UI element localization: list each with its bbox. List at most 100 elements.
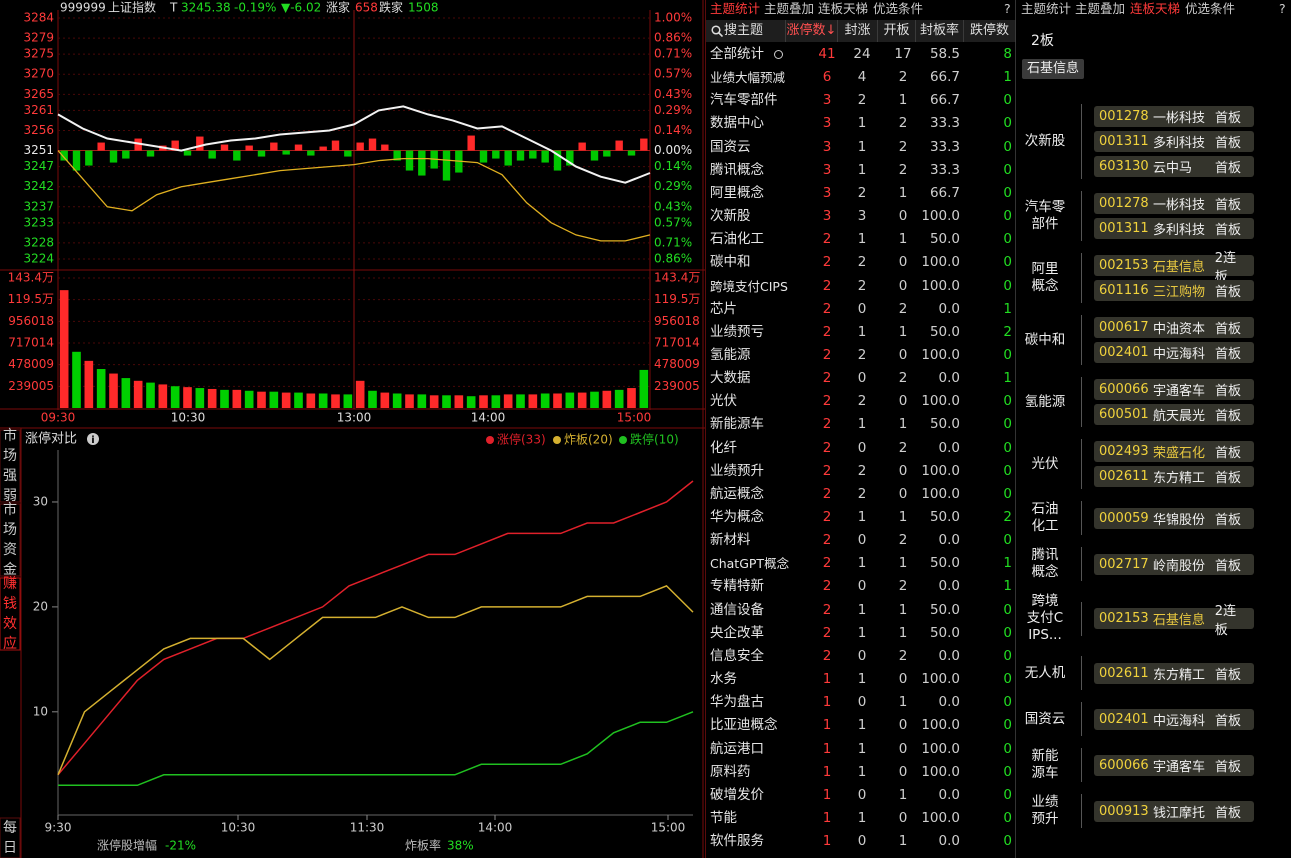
panel-tab[interactable]: 连板天梯 <box>1130 1 1181 16</box>
table-row[interactable]: 腾讯概念 3 1 2 33.3 0 <box>706 159 1016 182</box>
help-button[interactable]: ? <box>1279 1 1286 16</box>
table-row[interactable]: 次新股 3 3 0 100.0 0 <box>706 205 1016 228</box>
stock-chip[interactable]: 600501 航天晨光 首板 <box>1094 404 1254 425</box>
stock-chip[interactable]: 000617 中油资本 首板 <box>1094 317 1254 338</box>
stock-chip[interactable]: 002153 石基信息 2连板 <box>1094 604 1254 638</box>
table-row[interactable]: 原料药 1 1 0 100.0 0 <box>706 761 1016 784</box>
series-line <box>57 480 694 776</box>
table-row[interactable]: 大数据 2 0 2 0.0 1 <box>706 367 1016 390</box>
panel-tab[interactable]: 主题统计 <box>710 1 761 16</box>
table-row[interactable]: 全部统计 41 24 17 58.5 8 <box>706 43 1016 66</box>
table-row[interactable]: 石油化工 2 1 1 50.0 0 <box>706 228 1016 251</box>
side-tab[interactable]: 赚钱效应 <box>3 576 17 652</box>
stock-chip[interactable]: 002401 中远海科 首板 <box>1094 342 1254 363</box>
table-row[interactable]: 阿里概念 3 2 1 66.7 0 <box>706 182 1016 205</box>
column-header[interactable]: 涨停数↓ <box>786 20 838 42</box>
table-cell: 33.3 <box>929 161 960 178</box>
table-row[interactable]: 央企改革 2 1 1 50.0 0 <box>706 622 1016 645</box>
side-tab[interactable]: 每日 <box>3 820 17 856</box>
table-row[interactable]: 业绩大幅预减 6 4 2 66.7 1 <box>706 66 1016 89</box>
stock-chip[interactable]: 002401 中远海科 首板 <box>1094 708 1254 730</box>
table-cell: 1 <box>822 786 832 803</box>
stock-chip[interactable]: 001278 一彬科技 首板 <box>1094 106 1254 127</box>
stock-chip[interactable]: 601116 三江购物 首板 <box>1094 280 1254 301</box>
table-row[interactable]: 数据中心 3 1 2 33.3 0 <box>706 112 1016 135</box>
board-tag: 首板 <box>1215 446 1242 461</box>
stock-list: 000913 钱江摩托 首板 <box>1081 794 1254 828</box>
legend-dot <box>619 436 627 444</box>
panel-tab[interactable]: 优选条件 <box>1185 1 1236 16</box>
table-row[interactable]: 芯片 2 0 2 0.0 1 <box>706 298 1016 321</box>
table-row[interactable]: 水务 1 1 0 100.0 0 <box>706 668 1016 691</box>
panel-tab[interactable]: 主题统计 <box>1021 1 1072 16</box>
table-row[interactable]: 比亚迪概念 1 1 0 100.0 0 <box>706 714 1016 737</box>
table-row[interactable]: 碳中和 2 2 0 100.0 0 <box>706 251 1016 274</box>
stock-chip[interactable]: 002493 荣盛石化 首板 <box>1094 441 1254 462</box>
table-row[interactable]: 专精特新 2 0 2 0.0 1 <box>706 575 1016 598</box>
stock-chip[interactable]: 002717 岭南股份 首板 <box>1094 553 1254 575</box>
panel-tab[interactable]: 连板天梯 <box>818 1 869 16</box>
index-code: 999999 <box>60 1 106 15</box>
table-row[interactable]: 航运港口 1 1 0 100.0 0 <box>706 738 1016 761</box>
volume-bar <box>281 392 291 408</box>
stock-chip[interactable]: 001311 多利科技 首板 <box>1094 218 1254 239</box>
table-cell: 0 <box>898 254 908 271</box>
side-tab[interactable]: 市场资金 <box>3 501 17 578</box>
stock-chip[interactable]: 000913 钱江摩托 首板 <box>1094 800 1254 822</box>
stock-chip[interactable]: 001278 一彬科技 首板 <box>1094 193 1254 214</box>
table-row[interactable]: 通信设备 2 1 1 50.0 0 <box>706 599 1016 622</box>
table-row[interactable]: 化纤 2 0 2 0.0 0 <box>706 437 1016 460</box>
y-tick-label: 3256 <box>23 123 54 137</box>
help-button[interactable]: ? <box>1004 1 1011 16</box>
stock-chip[interactable]: 000059 华锦股份 首板 <box>1094 507 1254 529</box>
table-row[interactable]: 破增发价 1 0 1 0.0 0 <box>706 784 1016 807</box>
stock-chip[interactable]: 600066 宇通客车 首板 <box>1094 754 1254 776</box>
group-label: 跨境支付CIPS... <box>1026 593 1064 643</box>
volume-bar <box>269 391 279 408</box>
panel-tab[interactable]: 优选条件 <box>873 1 924 16</box>
column-header[interactable]: 开板 <box>878 20 916 42</box>
stock-chip[interactable]: 002153 石基信息 2连板 <box>1094 251 1254 285</box>
table-cell: 100.0 <box>921 671 960 687</box>
table-row[interactable]: 新材料 2 0 2 0.0 0 <box>706 529 1016 552</box>
table-row[interactable]: 软件服务 1 0 1 0.0 0 <box>706 830 1016 853</box>
table-row[interactable]: 华为概念 2 1 1 50.0 2 <box>706 506 1016 529</box>
table-row[interactable]: 汽车零部件 3 2 1 66.7 0 <box>706 89 1016 112</box>
table-row[interactable]: 业绩预亏 2 1 1 50.0 2 <box>706 321 1016 344</box>
table-row[interactable]: ChatGPT概念 2 1 1 50.0 1 <box>706 552 1016 575</box>
stock-chip[interactable]: 001311 多利科技 首板 <box>1094 131 1254 152</box>
volume-bar <box>368 390 377 408</box>
column-header[interactable]: 跌停数 <box>964 20 1016 42</box>
stock-chip[interactable]: 002611 东方精工 首板 <box>1094 466 1254 487</box>
side-tab[interactable]: 市场强弱 <box>3 427 17 504</box>
panel-tab[interactable]: 主题叠加 <box>1075 1 1126 16</box>
stock-chip[interactable]: 600066 宇通客车 首板 <box>1094 379 1254 400</box>
volume-bar <box>72 351 81 408</box>
table-row[interactable]: 信息安全 2 0 2 0.0 0 <box>706 645 1016 668</box>
stock-chip[interactable]: 002611 东方精工 首板 <box>1094 662 1254 684</box>
ladder-group: 碳中和 000617 中油资本 首板 002401 中远海科 首板 <box>1017 309 1291 371</box>
table-row[interactable]: 业绩预升 2 2 0 100.0 0 <box>706 460 1016 483</box>
column-header[interactable]: 搜主题 <box>706 20 786 42</box>
search-icon[interactable] <box>711 25 723 37</box>
panel-tab[interactable]: 主题叠加 <box>764 1 815 16</box>
column-header[interactable]: 封板率 <box>916 20 964 42</box>
table-cell: 1 <box>822 740 832 757</box>
level-chip[interactable]: 石基信息 <box>1022 59 1085 79</box>
table-row[interactable]: 航运概念 2 2 0 100.0 0 <box>706 483 1016 506</box>
table-row[interactable]: 节能 1 1 0 100.0 0 <box>706 807 1016 830</box>
breadth-bar <box>171 140 179 151</box>
table-row[interactable]: 国资云 3 1 2 33.3 0 <box>706 136 1016 159</box>
info-icon[interactable] <box>87 433 99 445</box>
table-row[interactable]: 氢能源 2 2 0 100.0 0 <box>706 344 1016 367</box>
breadth-bar <box>590 150 599 161</box>
pct-tick-label: 0.71% <box>654 235 692 249</box>
table-row[interactable]: 华为盘古 1 0 1 0.0 0 <box>706 691 1016 714</box>
stock-chip[interactable]: 603130 云中马 首板 <box>1094 156 1254 177</box>
volume-tick-label: 478009 <box>8 357 54 371</box>
table-row[interactable]: 光伏 2 2 0 100.0 0 <box>706 390 1016 413</box>
column-header[interactable]: 封涨 <box>838 20 878 42</box>
table-row[interactable]: 新能源车 2 1 1 50.0 0 <box>706 413 1016 436</box>
table-row[interactable]: 跨境支付CIPS 2 2 0 100.0 0 <box>706 275 1016 298</box>
table-cell: 100.0 <box>921 809 960 826</box>
